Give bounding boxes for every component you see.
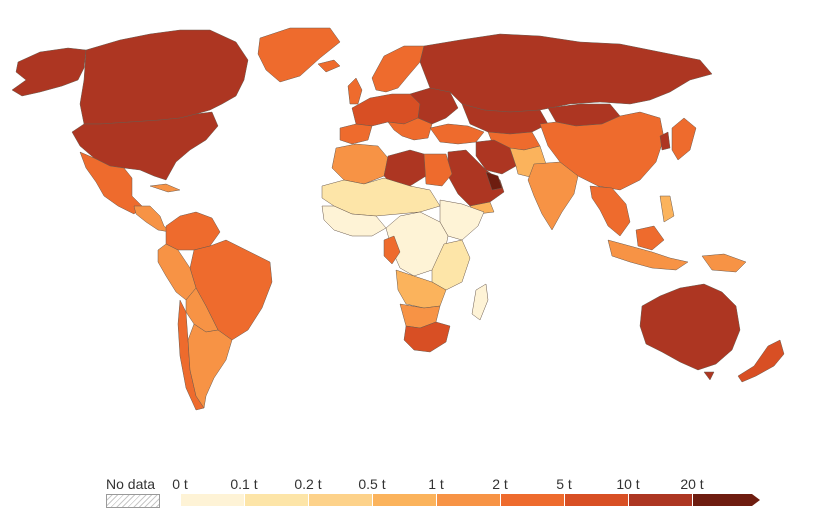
- region-japan[interactable]: [671, 117, 697, 161]
- legend-bin-4: [436, 494, 500, 506]
- legend-tick-label: 1 t: [428, 476, 444, 492]
- region-turkey-caucasus[interactable]: [429, 123, 485, 145]
- region-indonesia[interactable]: [607, 239, 689, 271]
- region-korea[interactable]: [659, 131, 671, 151]
- no-data-swatch: [106, 494, 160, 508]
- region-australia[interactable]: [639, 283, 741, 371]
- legend-bin-1: [244, 494, 308, 506]
- legend-tick-label: 0.5 t: [358, 476, 386, 492]
- region-italy-balkans[interactable]: [387, 117, 433, 141]
- region-new-zealand[interactable]: [737, 339, 785, 383]
- legend-tick-label: 20 t: [680, 476, 704, 492]
- region-east-africa[interactable]: [431, 239, 471, 291]
- legend-bin-2: [308, 494, 372, 506]
- legend-bin-0: [180, 494, 244, 506]
- region-central-america[interactable]: [133, 205, 171, 233]
- region-borneo[interactable]: [635, 225, 665, 251]
- region-iran[interactable]: [475, 139, 517, 175]
- region-gulf-states[interactable]: [485, 171, 503, 191]
- legend-tick-label: 2 t: [492, 476, 508, 492]
- legend-bin-8: [692, 494, 752, 506]
- region-southeast-asia[interactable]: [589, 185, 631, 237]
- legend-tick-label: 5 t: [556, 476, 572, 492]
- region-uk[interactable]: [347, 77, 363, 105]
- region-iceland[interactable]: [317, 59, 341, 73]
- region-west-africa-coast[interactable]: [321, 205, 387, 237]
- legend-bin-7: [628, 494, 692, 506]
- region-libya[interactable]: [383, 149, 427, 187]
- region-north-africa-west[interactable]: [331, 143, 389, 185]
- region-congo-gabon[interactable]: [383, 235, 401, 265]
- region-cuba[interactable]: [149, 183, 181, 193]
- legend-bin-5: [500, 494, 564, 506]
- region-colombia-venezuela[interactable]: [165, 211, 221, 251]
- region-india[interactable]: [527, 161, 579, 231]
- region-andes-west[interactable]: [157, 243, 197, 301]
- region-tasmania[interactable]: [703, 371, 715, 381]
- region-madagascar[interactable]: [471, 283, 489, 321]
- region-russia[interactable]: [419, 33, 713, 113]
- region-new-guinea[interactable]: [701, 253, 747, 273]
- region-greenland[interactable]: [257, 27, 341, 83]
- world-choropleth-map: [11, 27, 785, 411]
- legend-tick-label: 10 t: [616, 476, 640, 492]
- region-arabian-peninsula[interactable]: [447, 149, 505, 207]
- legend-tick-label: 0 t: [172, 476, 188, 492]
- region-alaska[interactable]: [11, 47, 87, 97]
- region-scandinavia[interactable]: [371, 45, 425, 93]
- legend-bin-6: [564, 494, 628, 506]
- region-canada[interactable]: [79, 29, 249, 125]
- no-data-label: No data: [106, 476, 156, 492]
- region-argentina[interactable]: [187, 323, 233, 409]
- legend-bin-3: [372, 494, 436, 506]
- legend-tick-label: 0.1 t: [230, 476, 258, 492]
- region-south-africa[interactable]: [403, 321, 451, 353]
- region-western-europe[interactable]: [351, 93, 421, 127]
- region-kazakhstan[interactable]: [461, 103, 549, 135]
- region-iberia[interactable]: [339, 123, 373, 145]
- legend-arrow: [752, 494, 760, 506]
- legend: No data 0 t 0.1 t 0.2 t 0.5 t 1 t 2 t 5 t 10 t 2…: [0, 468, 830, 526]
- legend-tick-label: 0.2 t: [294, 476, 322, 492]
- region-philippines[interactable]: [659, 195, 675, 223]
- region-egypt[interactable]: [423, 153, 453, 187]
